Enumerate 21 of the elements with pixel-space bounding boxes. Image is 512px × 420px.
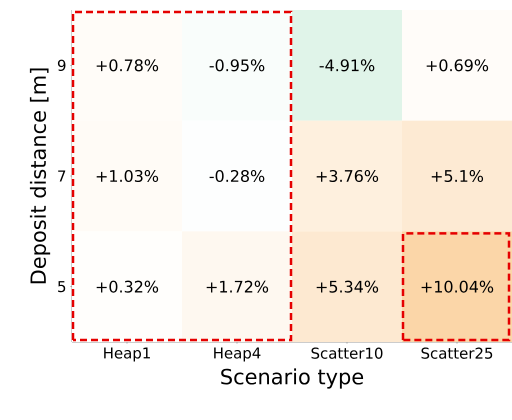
data-label: -0.95%: [210, 59, 264, 72]
data-label: +5.34%: [316, 280, 378, 293]
data-label: +5.1%: [432, 170, 484, 182]
x-tick-label: Heap1: [104, 348, 150, 362]
data-label: +3.76%: [316, 170, 378, 182]
data-label: +1.72%: [206, 280, 268, 293]
data-label: +0.32%: [96, 280, 158, 293]
y-tick-label: 9: [58, 60, 66, 71]
x-tick-label: Heap4: [214, 348, 260, 362]
y-axis-title: Deposit distance [m]: [30, 68, 50, 284]
x-tick-label: Scatter25: [422, 348, 492, 359]
y-tick-label: 7: [58, 170, 66, 182]
data-label: -0.28%: [210, 170, 264, 182]
x-axis-title: Scenario type: [221, 368, 364, 389]
data-label: +1.03%: [96, 170, 158, 182]
data-label: +0.78%: [96, 59, 158, 72]
y-tick-label: 5: [58, 281, 66, 292]
data-label: -4.91%: [320, 59, 374, 72]
x-tick-label: Scatter10: [312, 348, 382, 359]
data-label: +10.04%: [422, 280, 494, 293]
data-label: +0.69%: [426, 59, 488, 72]
